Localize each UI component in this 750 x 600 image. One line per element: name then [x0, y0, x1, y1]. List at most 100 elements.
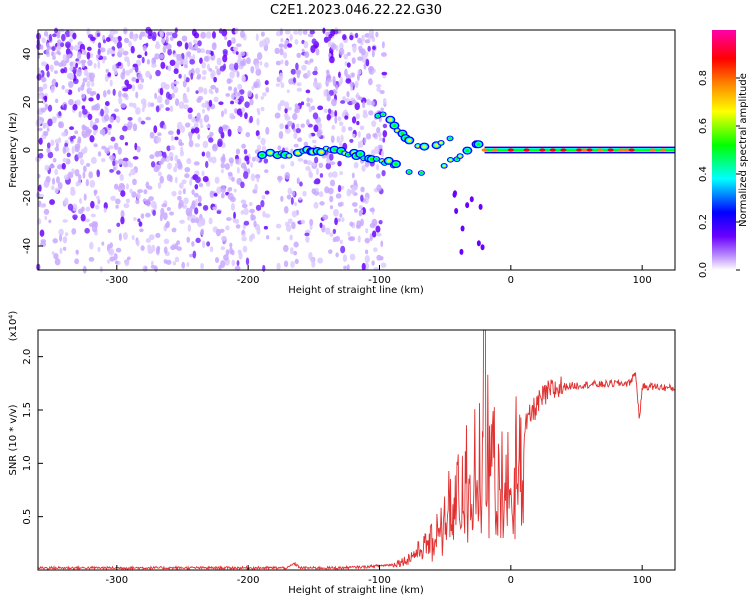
- heatmap-cell: [284, 107, 288, 114]
- heatmap-cell: [117, 146, 122, 155]
- heatmap-cell: [290, 148, 294, 155]
- heatmap-cell: [237, 126, 243, 133]
- heatmap-cell: [220, 168, 224, 174]
- heatmap-cell: [244, 101, 250, 108]
- heatmap-cell: [311, 38, 317, 45]
- heatmap-cell: [277, 103, 282, 112]
- heatmap-cell: [144, 51, 148, 57]
- signal-blob: [416, 144, 420, 148]
- heatmap-cell: [64, 142, 69, 148]
- heatmap-cell: [354, 102, 360, 111]
- heatmap-cell: [65, 41, 71, 48]
- heatmap-cell: [244, 112, 248, 120]
- heatmap-cell: [117, 61, 122, 67]
- heatmap-cell: [367, 100, 373, 106]
- heatmap-cell: [241, 107, 245, 113]
- heatmap-cell: [323, 89, 327, 97]
- heatmap-cell: [334, 235, 341, 242]
- heatmap-cell: [371, 218, 378, 227]
- heatmap-cell: [186, 51, 192, 58]
- heatmap-cell: [97, 199, 101, 205]
- heatmap-cell: [42, 122, 47, 129]
- heatmap-cell: [205, 151, 211, 159]
- heatmap-cell: [89, 179, 96, 188]
- heatmap-cell: [349, 253, 356, 261]
- heatmap-cell: [251, 85, 255, 91]
- heatmap-cell: [296, 82, 302, 87]
- heatmap-cell: [122, 87, 129, 92]
- heatmap-cell: [243, 171, 249, 179]
- heatmap-cell: [282, 244, 289, 253]
- heatmap-cell: [199, 57, 203, 64]
- heatmap-cell: [164, 98, 170, 106]
- heatmap-cell: [39, 229, 45, 237]
- heatmap-cell: [376, 184, 382, 192]
- heatmap-cell: [91, 81, 95, 87]
- heatmap-cell: [265, 235, 270, 240]
- signal-blob: [459, 248, 464, 255]
- heatmap-cell: [216, 68, 221, 76]
- heatmap-cell: [73, 44, 80, 51]
- heatmap-cell: [216, 57, 222, 66]
- heatmap-cell: [182, 188, 186, 195]
- heatmap-cell: [357, 69, 362, 75]
- heatmap-cell: [309, 58, 314, 63]
- heatmap-cell: [305, 166, 311, 171]
- heatmap-cell: [241, 229, 245, 235]
- y-tick-label: 0: [22, 147, 33, 153]
- heatmap-cell: [284, 101, 290, 109]
- heatmap-cell: [233, 62, 239, 71]
- heatmap-cell: [93, 189, 97, 197]
- x-tick-label: 100: [633, 275, 652, 286]
- heatmap-cell: [46, 142, 51, 149]
- heatmap-cell: [187, 224, 192, 232]
- heatmap-cell: [319, 201, 325, 206]
- heatmap-cell: [356, 120, 360, 126]
- heatmap-cell: [354, 80, 359, 89]
- chart-title: C2E1.2023.046.22.22.G30: [270, 3, 442, 18]
- heatmap-cell: [373, 247, 378, 253]
- heatmap-cell: [144, 199, 151, 206]
- heatmap-cell: [371, 260, 375, 266]
- signal-blob: [386, 159, 391, 163]
- heatmap-cell: [265, 87, 270, 93]
- heatmap-cell: [355, 113, 360, 120]
- heatmap-cell: [86, 51, 91, 60]
- heatmap-cell: [94, 104, 98, 111]
- heatmap-cell: [170, 135, 174, 142]
- heatmap-cell: [129, 162, 133, 168]
- heatmap-cell: [113, 253, 118, 261]
- spectrogram-x-ticks: -300 -200 -100 0 100: [105, 265, 652, 286]
- heatmap-cell: [241, 203, 248, 209]
- heatmap-cell: [172, 32, 178, 39]
- heatmap-cell: [120, 190, 126, 197]
- heatmap-cell: [276, 236, 281, 241]
- heatmap-cell: [358, 96, 363, 101]
- signal-blob: [465, 149, 470, 153]
- heatmap-cell: [228, 186, 233, 192]
- heatmap-cell: [115, 198, 121, 205]
- heatmap-cell: [167, 130, 174, 136]
- heatmap-cell: [186, 262, 190, 267]
- heatmap-cell: [303, 40, 309, 49]
- heatmap-cell: [357, 56, 363, 61]
- heatmap-cell: [296, 87, 303, 92]
- heatmap-cell: [161, 203, 168, 208]
- heatmap-cell: [183, 73, 187, 81]
- heatmap-cell: [160, 81, 167, 89]
- y-tick-label: 0.5: [22, 509, 33, 525]
- heatmap-cell: [358, 45, 363, 52]
- heatmap-cell: [264, 190, 270, 195]
- heatmap-cell: [67, 53, 72, 58]
- heatmap-cell: [206, 241, 211, 247]
- heatmap-cell: [87, 129, 93, 134]
- heatmap-cell: [103, 39, 106, 44]
- heatmap-cell: [338, 71, 341, 78]
- heatmap-cell: [173, 166, 178, 173]
- heatmap-cell: [362, 101, 366, 109]
- heatmap-cell: [330, 43, 337, 50]
- heatmap-cell: [208, 137, 214, 143]
- heatmap-cell: [340, 134, 344, 142]
- heatmap-cell: [53, 60, 59, 66]
- heatmap-cell: [88, 256, 95, 262]
